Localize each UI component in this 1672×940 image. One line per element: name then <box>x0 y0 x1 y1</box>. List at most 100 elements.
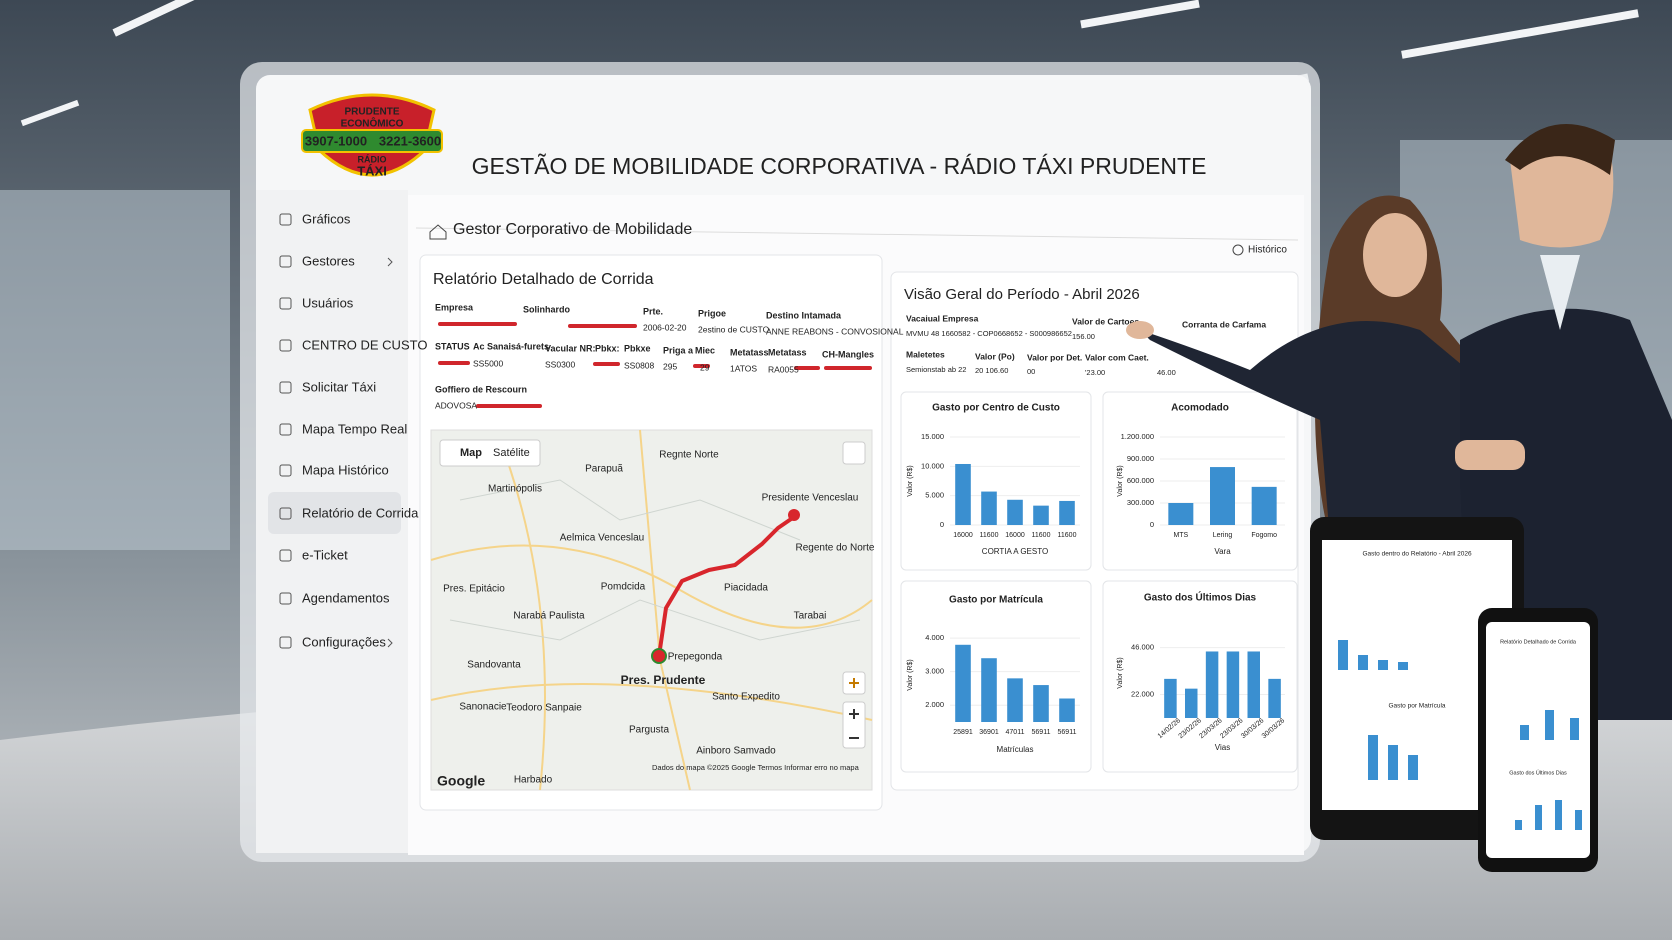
y-axis-label: Valor (R$) <box>1117 465 1124 496</box>
x-axis-label: Vara <box>1214 547 1231 556</box>
sidebar-icon <box>279 213 292 226</box>
bar <box>955 644 971 722</box>
x-tick-label: 56911 <box>1058 729 1077 736</box>
map-tabs[interactable] <box>439 439 541 467</box>
pin-icon <box>849 678 859 688</box>
sidebar-icon <box>279 255 292 268</box>
sidebar-item[interactable]: Agendamentos <box>302 590 390 605</box>
field-label: Valor (Po) <box>975 351 1015 361</box>
field-value: MVMU 48 1660582 - COP0668652 - S00098665… <box>906 329 1072 338</box>
bar <box>981 491 997 525</box>
x-tick-label: 36901 <box>979 729 999 736</box>
map-place: Pargusta <box>629 725 669 736</box>
y-tick-label: 10.000 <box>921 461 944 470</box>
sidebar-item[interactable]: Mapa Tempo Real <box>302 421 407 436</box>
chart-card <box>900 391 1092 571</box>
field-label: Valor por Det. <box>1027 352 1082 362</box>
tablet-chart-title: Gasto por Matrícula <box>1388 703 1445 710</box>
logo-text: RÁDIO <box>358 154 387 164</box>
sidebar-item[interactable]: e-Ticket <box>302 547 348 562</box>
history-link[interactable]: Histórico <box>1248 245 1287 256</box>
bar <box>1226 651 1240 718</box>
field-value: 29 <box>700 362 710 372</box>
field-label: STATUS <box>435 341 470 351</box>
field-label: Miec <box>695 345 715 355</box>
field-value: 2006-02-20 <box>643 322 687 332</box>
field-value: SS0808 <box>624 360 655 370</box>
field-value: 46.00 <box>1157 368 1176 377</box>
map-place: Teodoro Sanpaie <box>506 703 582 714</box>
field-label: Pbkxe <box>624 343 651 353</box>
sidebar-icon <box>279 423 292 436</box>
logo-phone: 3907-1000 <box>305 133 367 148</box>
field-value: ANNE REABONS - CONVOSIONAL <box>766 326 904 336</box>
zoom-control[interactable] <box>842 701 866 749</box>
x-tick-label: 16000 <box>953 532 973 539</box>
map-tab[interactable]: Satélite <box>493 447 530 459</box>
sidebar-item[interactable]: Solicitar Táxi <box>302 379 376 394</box>
field-value: '23.00 <box>1085 368 1105 377</box>
sidebar-item[interactable]: CENTRO DE CUSTO <box>302 337 427 352</box>
field-label: Maletetes <box>906 349 945 359</box>
redactions <box>438 322 872 408</box>
map-place: Pres. Epitácio <box>443 584 505 595</box>
y-axis-label: Valor (R$) <box>907 465 914 496</box>
sidebar-item[interactable]: Gestores <box>302 253 355 268</box>
chart-title: Gasto por Centro de Custo <box>932 403 1060 414</box>
sidebar-item[interactable]: Usuários <box>302 295 354 310</box>
map-place: Parapuã <box>585 464 623 475</box>
map-brand: Google <box>437 773 485 789</box>
y-tick-label: 2.000 <box>925 700 944 709</box>
x-tick-label: Lering <box>1213 532 1233 539</box>
map-place: Presidente Venceslau <box>762 493 859 504</box>
bar <box>1205 651 1219 718</box>
history-icon <box>1232 244 1244 256</box>
page-title: GESTÃO DE MOBILIDADE CORPORATIVA - RÁDIO… <box>472 153 1207 179</box>
map-place: Pres. Prudente <box>621 673 706 687</box>
bar <box>1168 503 1194 525</box>
y-axis-label: Valor (R$) <box>907 659 914 690</box>
y-tick-label: 1.200.000 <box>1121 432 1154 441</box>
fullscreen-button[interactable] <box>842 441 866 465</box>
x-axis-label: CORTIA A GESTO <box>982 547 1048 556</box>
map-place: Regente do Norte <box>796 543 875 554</box>
field-value: SS5000 <box>473 358 504 368</box>
section-title: Gestor Corporativo de Mobilidade <box>453 221 692 238</box>
map-tab[interactable]: Map <box>460 447 482 459</box>
sidebar-item[interactable]: Relatório de Corrida <box>302 505 419 520</box>
map-place: Regnte Norte <box>659 450 719 461</box>
sidebar-icon <box>279 464 292 477</box>
field-value: Semionstab ab 22 <box>906 365 966 374</box>
y-tick-label: 4.000 <box>925 633 944 642</box>
divider <box>415 227 1299 241</box>
field-label: Ac Sanaisá-furets <box>473 341 549 351</box>
field-value: SS0300 <box>545 359 576 369</box>
field-label: Goffiero de Rescourn <box>435 384 527 394</box>
map-borders <box>449 479 861 641</box>
sidebar-icon <box>279 549 292 562</box>
sidebar-item[interactable]: Configurações <box>302 634 386 649</box>
bar <box>1210 467 1235 525</box>
chart-card <box>1102 580 1298 773</box>
chart-title: Acomodado <box>1171 403 1229 414</box>
map-place: Tarabai <box>794 611 827 622</box>
y-tick-label: 600.000 <box>1127 476 1154 485</box>
field-label: Prte. <box>643 306 663 316</box>
bar <box>1033 685 1049 722</box>
sidebar-item[interactable]: Gráficos <box>302 211 351 226</box>
map-place: Narabá Paulista <box>513 611 585 622</box>
y-tick-label: 5.000 <box>925 491 944 500</box>
field-label: Valor de Cartoes <box>1072 316 1139 326</box>
y-tick-label: 22.000 <box>1131 690 1154 699</box>
map-place: Harbado <box>514 775 553 786</box>
sidebar-item[interactable]: Mapa Histórico <box>302 462 389 477</box>
home-icon <box>429 224 447 240</box>
field-value: 00 <box>1027 367 1035 376</box>
bar <box>1059 500 1075 525</box>
map-place: Sanonacie <box>459 702 507 713</box>
sidebar-icon <box>279 507 292 520</box>
x-axis-label: Vias <box>1215 743 1230 752</box>
x-tick-label: 56911 <box>1032 729 1051 736</box>
